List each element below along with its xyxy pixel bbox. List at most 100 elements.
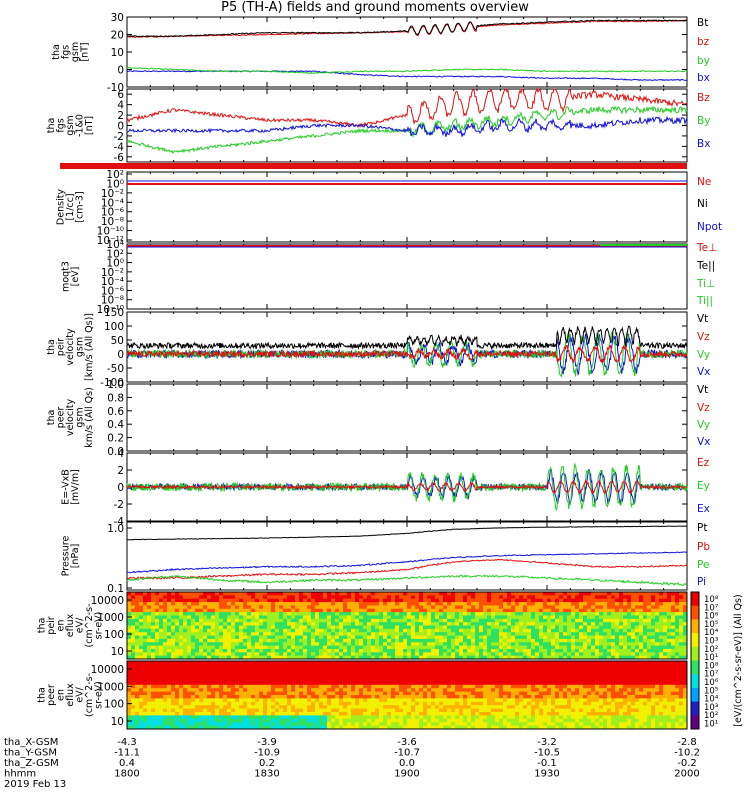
peir-velocity-legend-Vx: Vx xyxy=(697,366,710,378)
peir-velocity-ylabel-line: gsm xyxy=(75,337,86,357)
peir-velocity-legend-Vt: Vt xyxy=(697,313,708,325)
temperature-tick-label: 10⁻⁸ xyxy=(101,295,124,307)
fgs_gsm-series-Bt xyxy=(126,19,688,38)
colorbar xyxy=(690,591,700,730)
colorbar-tick-label: 10⁸ xyxy=(704,595,719,605)
peer-velocity-tick-label: 1.0 xyxy=(107,379,124,391)
footer-value: -3.6 xyxy=(397,737,417,748)
fgs-detrended-tick-label: 0 xyxy=(117,121,124,133)
fgs-ylabel-line: gsm xyxy=(70,42,81,62)
fgs-detrended-ylabel-line: [nT] xyxy=(84,116,95,135)
peir-eflux-ylabel-line: eflux xyxy=(65,613,76,637)
fgs-detrended-tick-label: 4 xyxy=(117,100,124,112)
efield-ylabel-line: [mV/m] xyxy=(70,469,81,505)
footer-value: -4.3 xyxy=(117,737,137,748)
pressure-ylabel: Pressure[nPa] xyxy=(60,536,81,577)
colorbar-tick-label: 10⁵ xyxy=(704,686,718,696)
colorbar-tick-label: 10¹ xyxy=(704,653,718,663)
pressure-series-Pb xyxy=(126,558,688,580)
footer-value: -3.9 xyxy=(257,737,277,748)
fgs_gsm-series-by xyxy=(126,66,688,75)
colorbar-tick-label: 10⁷ xyxy=(704,603,719,613)
temperature-ylabel-line: [eV] xyxy=(70,267,81,287)
fgs-tick-label: -10 xyxy=(107,82,124,94)
peer-velocity-tick-label: 0.2 xyxy=(107,433,124,445)
density-ylabel-line: [cm-3] xyxy=(75,191,86,222)
peir-eflux-ylabel-line: peir xyxy=(46,616,57,635)
fgs-ylabel-line: fgs xyxy=(60,45,71,59)
footer-value: -10.9 xyxy=(254,748,280,759)
peir-eflux-ylabel-line: tha xyxy=(37,618,48,634)
fgs_gsm_detrended-series-Bx xyxy=(127,115,688,137)
peir-velocity-legend-Vy: Vy xyxy=(697,349,710,361)
pressure-ylabel-line: [nPa] xyxy=(70,544,81,569)
colorbar-label: [eV/(cm^2-s-sr-eV)] (All Qs) xyxy=(733,594,744,726)
peer-velocity-legend-Vx: Vx xyxy=(697,436,710,448)
footer-value: -11.1 xyxy=(114,748,140,759)
peer-eflux-ylabel-line: en xyxy=(56,689,67,701)
density-tick-label: 10⁻⁸ xyxy=(101,216,124,228)
temperature-tick-label: 10² xyxy=(106,248,124,260)
temperature-tick-label: 10⁰ xyxy=(106,258,124,270)
fgs-detrended-legend-Bx: Bx xyxy=(697,138,710,150)
footer-value: 0.0 xyxy=(399,758,415,769)
temperature-panel-frame xyxy=(126,243,688,310)
peir-velocity-tick-label: 50 xyxy=(111,335,124,347)
fgs-detrended-tick-label: -4 xyxy=(114,141,125,153)
peer-velocity-ylabel-line: tha xyxy=(46,410,57,426)
fgs_gsm_detrended-series-Bz xyxy=(126,87,688,128)
pressure-tick-label: 1.0 xyxy=(107,523,124,535)
fgs-tick-label: 20 xyxy=(111,30,124,42)
footer-row-label: tha_Y-GSM xyxy=(4,748,57,759)
colorbar-tick-label: 10² xyxy=(704,711,718,721)
peer-velocity-ylabel-line: peer xyxy=(56,407,67,429)
colorbar-tick-label: 10⁴ xyxy=(704,695,719,705)
temperature-ylabel-line: moqt3 xyxy=(60,261,71,292)
peer-eflux-tick-label: 100 xyxy=(104,699,124,711)
temperature-tick-label: 10⁻¹⁰ xyxy=(97,304,124,316)
colorbar-tick-label: 10³ xyxy=(704,637,718,647)
efield-ylabel-line: E=-VxB xyxy=(60,469,71,504)
fgs-legend-Bt: Bt xyxy=(697,17,708,29)
footer-value: 1900 xyxy=(394,769,419,780)
density-tick-label: 10⁰ xyxy=(106,178,124,190)
efield-ylabel: E=-VxB[mV/m] xyxy=(60,469,81,505)
colorbar-tick-label: 10² xyxy=(704,645,718,655)
temperature-ylabel: moqt3[eV] xyxy=(60,261,81,292)
peer-velocity-ylabel-line: km/s (All Qs) xyxy=(84,387,95,448)
peer-eflux-tick-label: 10 xyxy=(111,716,124,728)
fgs-tick-label: 30 xyxy=(111,12,124,24)
fgs-detrended-tick-label: 2 xyxy=(117,110,124,122)
peer-eflux-ylabel-line: tha xyxy=(37,687,48,703)
efield-tick-label: 4 xyxy=(117,448,124,460)
fgs-ylabel-line: tha xyxy=(51,44,62,60)
fgs-legend-by: by xyxy=(697,55,710,67)
peer-eflux-ylabel-line: sr-eV) xyxy=(94,681,105,709)
peir-eflux-tick-label: 100 xyxy=(104,629,124,641)
density-legend-Ne: Ne xyxy=(697,176,711,188)
pressure-tick-label: 0.1 xyxy=(107,583,124,595)
density-ylabel: Density[1/cc][cm-3] xyxy=(56,189,86,225)
pressure-series-Pi xyxy=(126,551,688,574)
fgs-detrended-ylabel-line: gsm xyxy=(65,115,76,135)
footer-value: -3.2 xyxy=(537,737,557,748)
density-tick-label: 10⁻² xyxy=(101,188,124,200)
density-tick-label: 10⁻⁶ xyxy=(101,207,124,219)
pressure-legend-Pt: Pt xyxy=(697,522,707,534)
footer-value: 0.2 xyxy=(259,758,275,769)
fgs-detrended-ylabel-line: fgs xyxy=(56,118,67,132)
fgs-detrended-tick-label: 6 xyxy=(117,89,124,101)
temperature-legend-Ti||: Ti|| xyxy=(696,295,713,307)
density-ylabel-line: Density xyxy=(56,189,67,225)
pressure-ylabel-line: Pressure xyxy=(60,536,71,577)
density-panel-frame xyxy=(126,171,688,243)
peer-eflux-heatmap xyxy=(127,661,688,730)
footer-value: -10.2 xyxy=(674,748,700,759)
efield-tick-label: 0 xyxy=(117,482,124,494)
pressure-legend-Pb: Pb xyxy=(697,541,710,553)
density-ylabel-line: [1/cc] xyxy=(65,193,76,220)
